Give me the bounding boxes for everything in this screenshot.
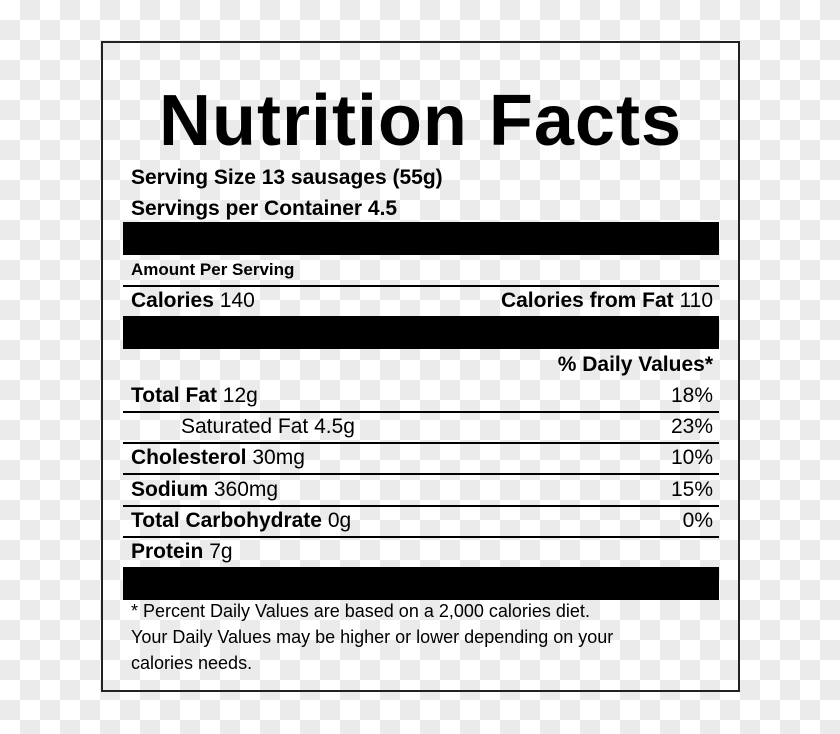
nutrient-amount: 12g: [222, 384, 258, 407]
nutrient-row: Saturated Fat 4.5g 23%: [131, 414, 713, 440]
nutrient-daily-value: 23%: [670, 415, 713, 439]
thick-divider: [123, 567, 719, 600]
thick-divider: [123, 222, 719, 255]
divider: [123, 473, 719, 476]
nutrient-label: Cholesterol: [131, 446, 247, 470]
calories-value: 140: [219, 289, 255, 312]
nutrient-amount: 360mg: [213, 477, 279, 501]
nutrient-amount: 4.5g: [314, 415, 355, 439]
nutrient-daily-value: 18%: [670, 384, 713, 407]
divider: [123, 535, 719, 538]
divider: [123, 504, 719, 507]
calories-from-fat-value: 110: [679, 289, 713, 312]
nutrient-amount: 30mg: [252, 446, 305, 470]
nutrient-row: Cholesterol 30mg 10%: [131, 445, 713, 471]
nutrient-label: Protein: [131, 540, 204, 563]
nutrition-label: Nutrition Facts Serving Size 13 sausages…: [101, 41, 740, 692]
nutrient-amount: 0g: [327, 508, 352, 532]
nutrient-amount: 7g: [209, 540, 233, 563]
nutrient-name: Sodium 360mg: [131, 477, 278, 503]
nutrient-name: Saturated Fat 4.5g: [181, 414, 355, 440]
serving-size: Serving Size 13 sausages (55g): [131, 166, 443, 189]
footnote-line: calories needs.: [131, 653, 253, 673]
nutrient-row: Protein 7g: [131, 539, 713, 565]
nutrient-row: Sodium 360mg 15%: [131, 477, 713, 503]
footnote-line: * Percent Daily Values are based on a 2,…: [131, 601, 590, 621]
nutrient-label: Total Carbohydrate: [131, 508, 322, 532]
nutrient-row: Total Fat 12g 18%: [131, 383, 713, 409]
divider: [123, 442, 719, 445]
divider: [123, 411, 719, 413]
amount-per-serving: Amount Per Serving: [131, 260, 295, 279]
thick-divider: [123, 316, 719, 349]
nutrient-label: Total Fat: [131, 384, 217, 407]
daily-values-header-row: % Daily Values*: [131, 352, 713, 378]
calories-from-fat-label: Calories from Fat: [500, 289, 674, 312]
nutrient-row: Total Carbohydrate 0g 0%: [131, 508, 713, 534]
label-title: Nutrition Facts: [158, 81, 682, 161]
servings-per-container: Servings per Container 4.5: [131, 197, 398, 220]
nutrient-daily-value: 10%: [670, 446, 713, 470]
daily-values-header: % Daily Values*: [557, 353, 713, 376]
footnote-line: Your Daily Values may be higher or lower…: [131, 627, 614, 647]
nutrient-name: Total Fat 12g: [131, 383, 258, 409]
nutrient-name: Total Carbohydrate 0g: [131, 508, 351, 534]
calories-row: Calories 140 Calories from Fat 110: [131, 288, 713, 314]
nutrient-daily-value: 15%: [670, 477, 713, 501]
calories-label: Calories: [131, 289, 214, 312]
nutrient-label: Sodium: [131, 477, 208, 501]
divider: [123, 285, 719, 287]
nutrient-daily-value: 0%: [682, 508, 713, 532]
nutrient-label: Saturated Fat: [181, 415, 309, 439]
nutrient-name: Protein 7g: [131, 539, 233, 565]
nutrient-name: Cholesterol 30mg: [131, 445, 305, 471]
